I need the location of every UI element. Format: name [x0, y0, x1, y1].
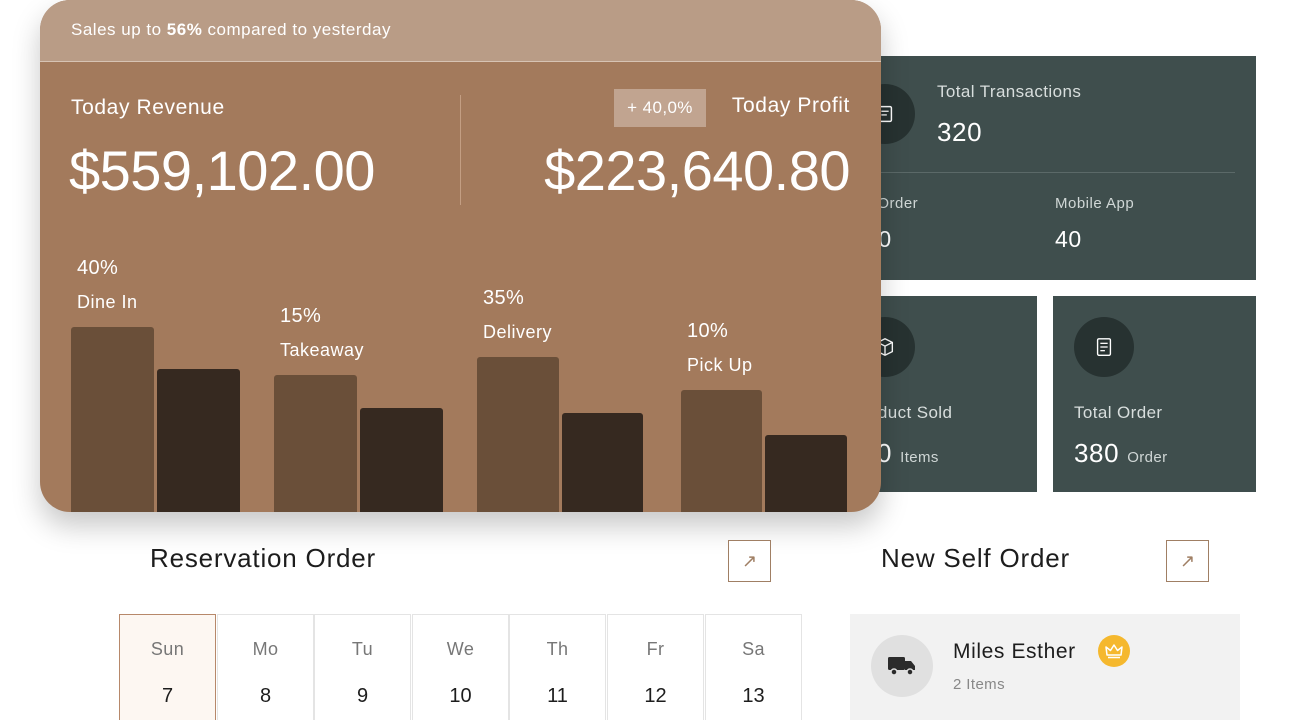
total-order-unit: Order — [1127, 449, 1168, 466]
arrow-up-right-icon: ↗ — [1179, 550, 1196, 571]
self-order-title: New Self Order — [881, 543, 1070, 573]
total-transactions-label: Total Transactions — [937, 82, 1082, 101]
bar-category-label: Dine In — [77, 292, 138, 312]
day-number: 12 — [644, 685, 667, 707]
day-tu[interactable]: Tu 9 — [314, 614, 411, 720]
day-name: We — [446, 639, 475, 659]
bar-percentage-label: 40% — [77, 257, 119, 279]
banner-highlight: 56% — [166, 20, 203, 39]
bar-category-label: Delivery — [483, 322, 553, 342]
day-sa[interactable]: Sa 13 — [705, 614, 802, 720]
bar-secondary-dine-in — [157, 369, 240, 512]
day-we[interactable]: We 10 — [412, 614, 509, 720]
delivery-icon-circle — [871, 635, 933, 697]
today-revenue-label: Today Revenue — [71, 96, 225, 119]
day-name: Mo — [252, 639, 279, 659]
day-name: Th — [546, 639, 569, 659]
crown-icon — [1098, 635, 1130, 667]
day-th[interactable]: Th 11 — [509, 614, 606, 720]
day-mo[interactable]: Mo 8 — [217, 614, 314, 720]
day-number: 10 — [449, 685, 472, 707]
bar-percentage-label: 10% — [687, 320, 729, 342]
bar-secondary-pick-up — [765, 435, 847, 512]
day-fr[interactable]: Fr 12 — [607, 614, 704, 720]
customer-name: Miles Esther — [953, 640, 1076, 663]
self-order-item[interactable]: Miles Esther 2 Items — [850, 614, 1240, 720]
bar-percentage-label: 35% — [483, 287, 525, 309]
day-name: Sa — [742, 639, 765, 659]
bar-primary-takeaway — [274, 375, 357, 512]
today-revenue-value: $559,102.00 — [69, 139, 375, 202]
sales-banner: Sales up to 56% compared to yesterday — [40, 0, 881, 62]
reservation-open-button[interactable]: ↗ — [728, 540, 771, 582]
bar-primary-delivery — [477, 357, 559, 512]
total-order-icon-circle — [1074, 317, 1134, 377]
revenue-divider — [460, 95, 461, 205]
transactions-panel — [840, 56, 1256, 280]
total-order-value: 380 — [1074, 438, 1120, 468]
mobile-app-value: 40 — [1055, 226, 1082, 252]
total-order-label: Total Order — [1074, 403, 1163, 422]
truck-icon — [888, 657, 915, 676]
self-order-open-button[interactable]: ↗ — [1166, 540, 1209, 582]
bar-percentage-label: 15% — [280, 305, 322, 327]
product-sold-unit: Items — [900, 449, 939, 466]
day-number: 11 — [547, 685, 568, 707]
profit-change-badge: + 40,0% — [614, 89, 706, 127]
banner-suffix: compared to yesterday — [202, 20, 391, 39]
total-transactions-value: 320 — [937, 117, 983, 147]
today-profit-label: Today Profit — [731, 94, 850, 117]
sales-banner-text: Sales up to 56% compared to yesterday — [71, 20, 391, 40]
day-number: 7 — [161, 685, 174, 707]
day-name: Sun — [150, 639, 185, 659]
reservation-title: Reservation Order — [150, 543, 377, 573]
total-order-value-row: 380 Order — [1074, 438, 1168, 469]
bar-category-label: Takeaway — [280, 340, 365, 360]
bar-primary-dine-in — [71, 327, 154, 512]
bar-secondary-takeaway — [360, 408, 443, 512]
product-sold-label: oduct Sold — [868, 403, 953, 422]
stats-divider — [880, 172, 1235, 173]
day-name: Tu — [351, 639, 374, 659]
order-list-icon — [1096, 338, 1112, 356]
day-sun[interactable]: Sun 7 — [119, 614, 216, 720]
day-number: 8 — [259, 685, 272, 707]
customer-items-count: 2 Items — [953, 676, 1005, 693]
bar-primary-pick-up — [681, 390, 762, 512]
banner-prefix: Sales up to — [71, 20, 167, 39]
revenue-card: Sales up to 56% compared to yesterday To… — [40, 0, 881, 512]
day-number: 13 — [742, 685, 765, 707]
arrow-up-right-icon: ↗ — [741, 550, 758, 571]
today-profit-value: $223,640.80 — [544, 139, 850, 202]
day-name: Fr — [646, 639, 665, 659]
day-number: 9 — [356, 685, 369, 707]
bar-category-label: Pick Up — [687, 355, 753, 375]
mobile-app-label: Mobile App — [1055, 195, 1135, 212]
bar-secondary-delivery — [562, 413, 643, 512]
